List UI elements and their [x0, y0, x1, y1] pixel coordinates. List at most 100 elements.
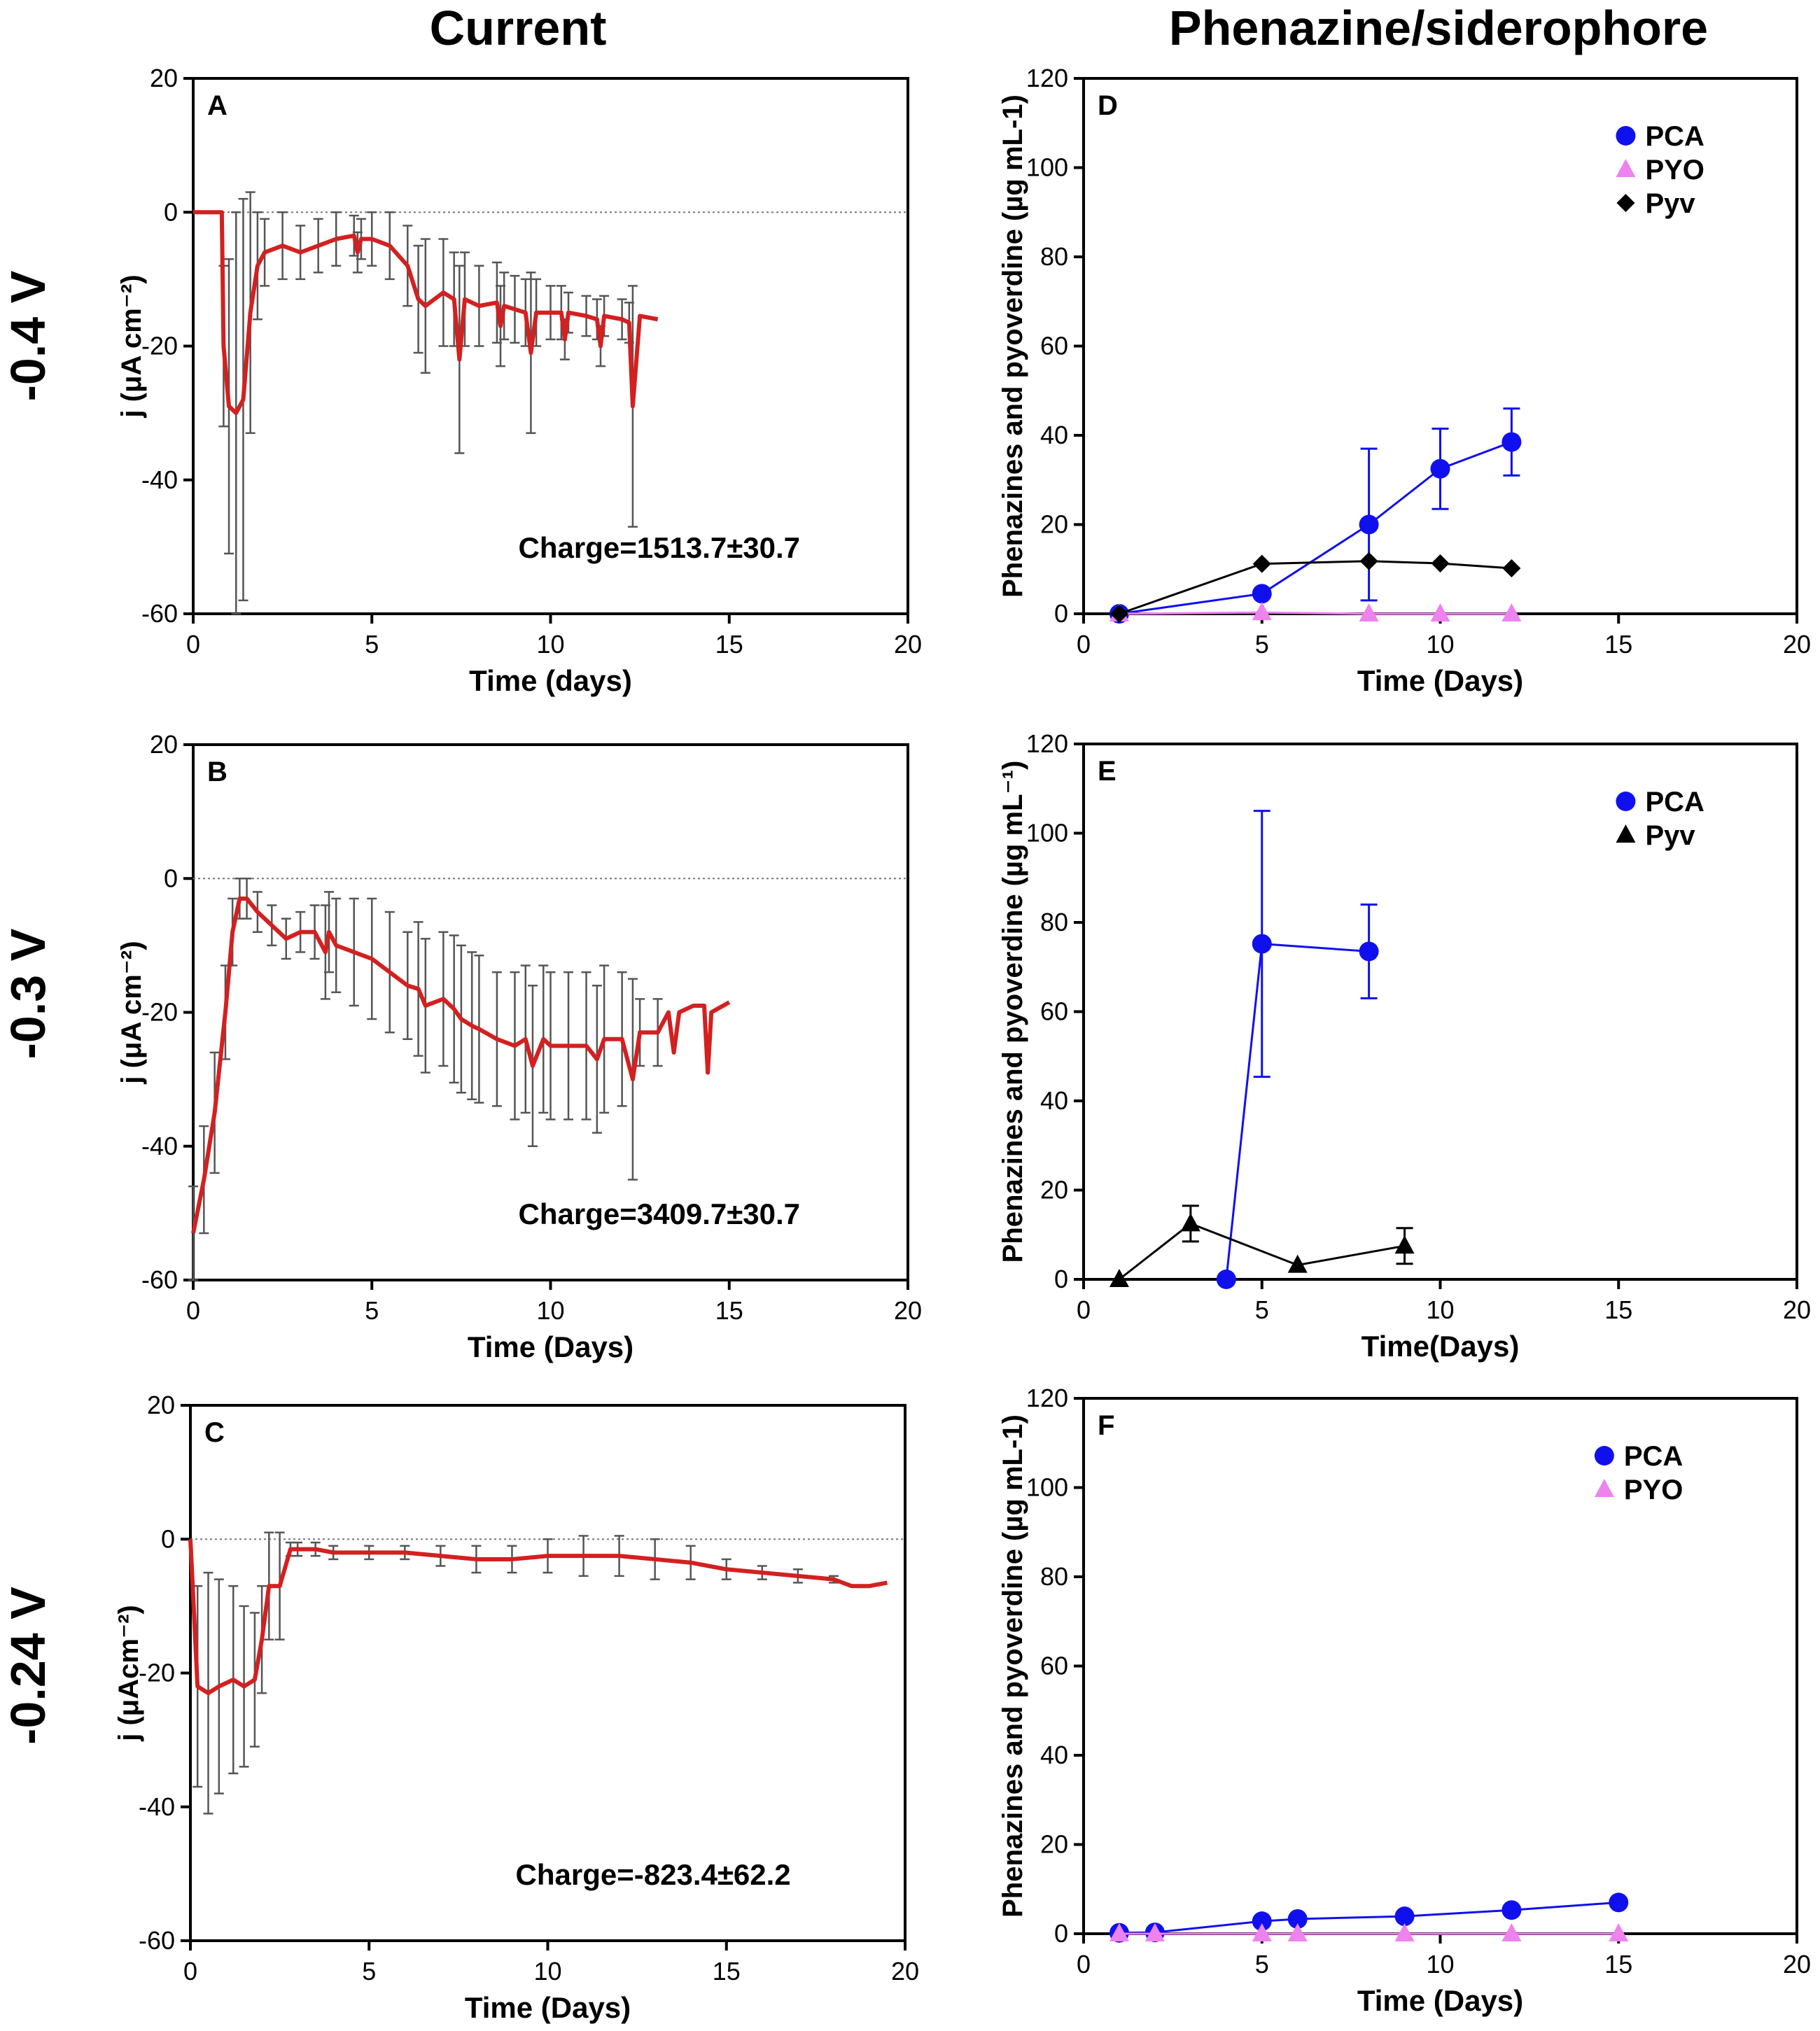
panel-f-y-tick-label: 100 [1026, 1473, 1068, 1502]
panel-d-series-pyo [1109, 602, 1522, 621]
panel-e-y-tick-label: 20 [1040, 1176, 1068, 1204]
panel-d-series-pca-point [1430, 458, 1450, 479]
panel-c-y-tick-label: -60 [139, 1926, 175, 1955]
panel-f-series-pyo-point [1287, 1923, 1308, 1941]
panel-e-y-tick-label: 120 [1026, 729, 1068, 758]
panel-b-y-tick-label: 0 [164, 864, 178, 892]
panel-e-x-tick-label: 15 [1604, 1295, 1632, 1324]
panel-f-x-tick-label: 5 [1255, 1950, 1269, 1979]
panel-d-series-pca-line [1119, 441, 1512, 615]
panel-a-series-mean-current [193, 191, 659, 615]
panel-c-x-tick-label: 0 [183, 1957, 197, 1986]
panel-e-series-pca-point [1216, 1270, 1236, 1289]
panel-f-series-pca-point [1609, 1892, 1629, 1913]
panel-d-series-pca-point [1359, 514, 1379, 535]
panel-d-y-tick-label: 100 [1026, 153, 1068, 182]
panel-d-x-tick-label: 20 [1783, 630, 1811, 659]
panel-f-series-pca [1109, 1892, 1629, 1943]
panel-c-series-mean-current-line [188, 1539, 888, 1696]
panel-f-letter: F [1098, 1410, 1114, 1441]
panel-d-series-pyo-point [1430, 603, 1450, 621]
panel-f-series-pyo-point [1252, 1923, 1272, 1941]
panel-d-series-pca-point [1252, 584, 1272, 604]
panel-b-series-mean-current [188, 878, 731, 1281]
panel-a-x-axis-label: Time (days) [469, 664, 632, 697]
panel-e-series-pca-line [1225, 943, 1369, 1280]
panel-a-x-tick-label: 15 [715, 630, 743, 659]
panel-d-y-axis-label: Phenazines and pyoverdine (µg mL-1) [997, 94, 1028, 598]
panel-d-legend-label: PCA [1645, 121, 1704, 152]
panel-d-x-tick-label: 0 [1077, 630, 1091, 659]
panel-d-series-pyv-point [1252, 554, 1271, 573]
panel-c-charge-annotation: Charge=-823.4±62.2 [516, 1858, 791, 1891]
panel-d: 0 5 10 15 20 0 20 40 60 80 100 120 Time (Days) Phenaz… [997, 64, 1811, 697]
panel-e-y-axis-label: Phenazines and pyoverdine (µg mL⁻¹) [997, 761, 1028, 1263]
panel-d-x-tick-label: 10 [1426, 630, 1454, 659]
panel-e-y-tick-label: 80 [1040, 908, 1068, 936]
panel-d-y-tick-label: 20 [1040, 510, 1068, 539]
panel-e-y-tick-label: 60 [1040, 997, 1068, 1026]
panel-b-x-tick-label: 5 [365, 1296, 379, 1325]
panel-e-x-tick-label: 10 [1426, 1295, 1454, 1324]
panel-b-x-tick-label: 15 [715, 1296, 743, 1325]
panel-c-letter: C [204, 1417, 225, 1448]
panel-e-y-tick-label: 0 [1054, 1265, 1068, 1293]
panel-b-x-tick-label: 10 [536, 1296, 564, 1325]
panel-c-x-axis-label: Time (Days) [465, 1991, 631, 2024]
panel-e-series-pca [1216, 810, 1379, 1289]
panel-e-series-pyv-line [1119, 1222, 1405, 1281]
panel-c-y-tick-label: -20 [139, 1659, 175, 1687]
panel-c-y-axis-label: j (μAcm⁻²) [113, 1605, 144, 1741]
panel-f-x-tick-label: 10 [1426, 1950, 1454, 1979]
panel-f-x-tick-label: 20 [1783, 1950, 1811, 1979]
panel-c-x-tick-label: 10 [533, 1957, 561, 1986]
panel-e-x-tick-label: 20 [1783, 1295, 1811, 1324]
panel-a-y-axis-label: j (μA cm⁻²) [116, 274, 147, 418]
panel-e-series-pca-point [1252, 934, 1272, 954]
panel-f-legend-label: PYO [1624, 1475, 1683, 1505]
panel-b-letter: B [207, 757, 227, 787]
panel-e-legend-marker [1616, 824, 1636, 843]
panel-d-legend-marker [1616, 159, 1636, 177]
panel-a-y-tick-label: 20 [150, 64, 178, 92]
panel-a-x-tick-label: 0 [186, 630, 200, 659]
panel-f-y-axis-label: Phenazines and pyoverdine (µg mL-1) [997, 1414, 1028, 1918]
panel-a-x-tick-label: 5 [365, 630, 379, 659]
panel-d-y-tick-label: 80 [1040, 242, 1068, 271]
panel-c-y-tick-label: 20 [147, 1391, 175, 1419]
panel-d-y-tick-label: 40 [1040, 421, 1068, 449]
panel-c: 0 5 10 15 20 -60 -40 -20 0 20 Time (Days) j (μAcm⁻²… [113, 1391, 919, 2024]
panel-d-series-pyv-point [1502, 558, 1521, 577]
panel-e-x-tick-label: 0 [1077, 1295, 1091, 1324]
panel-b-y-tick-label: -40 [141, 1132, 178, 1160]
panel-f-series-pca-point [1502, 1900, 1522, 1920]
panel-d-y-tick-label: 120 [1026, 64, 1068, 92]
panel-f-series-pca-point [1287, 1909, 1308, 1929]
panel-e-x-axis-label: Time(Days) [1362, 1330, 1520, 1363]
panel-e-legend-label: PCA [1645, 787, 1704, 817]
panel-b: 0 5 10 15 20 -60 -40 -20 0 20 Time (Days) j (μA cm⁻… [116, 730, 922, 1363]
panel-f-y-tick-label: 0 [1054, 1919, 1068, 1948]
panel-b-series-mean-current-line [191, 896, 731, 1234]
panel-b-x-tick-label: 0 [186, 1296, 200, 1325]
panel-d-letter: D [1098, 90, 1118, 121]
panel-d-x-tick-label: 15 [1604, 630, 1632, 659]
panel-e: 0 5 10 15 20 0 20 40 60 80 100 120 Time(Days) Phenazi… [997, 729, 1811, 1363]
panel-b-x-tick-label: 20 [894, 1296, 922, 1325]
panel-d-y-tick-label: 0 [1054, 599, 1068, 628]
panel-d-y-tick-label: 60 [1040, 332, 1068, 360]
panel-e-legend-label: Pyv [1645, 820, 1695, 851]
panel-e-series-pca-point [1359, 941, 1379, 962]
panel-f-series-pyo-point [1109, 1923, 1129, 1941]
panel-f-series-pca-point [1394, 1906, 1415, 1927]
panel-e-series-pyv-point [1287, 1254, 1308, 1273]
panel-c-x-tick-label: 15 [713, 1957, 741, 1986]
panel-f-legend-label: PCA [1624, 1441, 1683, 1472]
panel-d-series-pyv-point [1110, 605, 1128, 623]
panel-f: 0 5 10 15 20 0 20 40 60 80 100 120 Time (Days) Phenaz… [997, 1384, 1811, 2017]
panel-d-series-pyv-point [1431, 554, 1450, 572]
panel-b-y-tick-label: 20 [150, 730, 178, 759]
panel-d-series-pyo-point [1359, 603, 1379, 621]
